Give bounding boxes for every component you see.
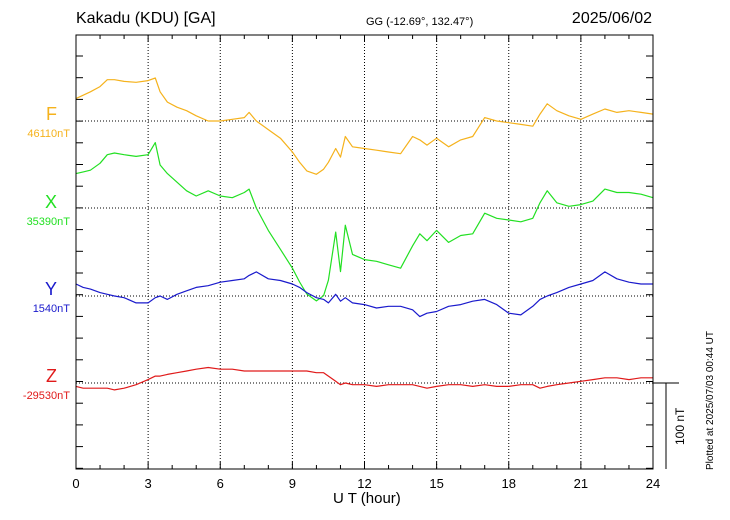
component-z-baseline: -29530nT bbox=[22, 390, 70, 402]
scale-bar bbox=[653, 382, 679, 469]
x-tick-label: 24 bbox=[646, 476, 660, 491]
component-y-letter: Y bbox=[44, 279, 57, 299]
tick-layer: 0 3 6 9 12 15 18 21 24 bbox=[72, 35, 660, 491]
x-tick-label: 6 bbox=[217, 476, 224, 491]
series-line-f bbox=[75, 77, 654, 175]
component-x-letter: X bbox=[44, 192, 57, 212]
series-line-z bbox=[75, 366, 653, 391]
station-coordinates: GG (-12.69°, 132.47°) bbox=[366, 16, 474, 28]
x-tick-label: 18 bbox=[502, 476, 516, 491]
x-tick-label: 21 bbox=[574, 476, 588, 491]
series-layer bbox=[75, 77, 654, 391]
component-x-baseline: 35390nT bbox=[26, 216, 70, 228]
component-y-baseline: 1540nT bbox=[32, 303, 70, 315]
x-tick-label: 0 bbox=[72, 476, 79, 491]
x-tick-label: 15 bbox=[429, 476, 443, 491]
component-z-letter: Z bbox=[46, 366, 57, 386]
series-line-x bbox=[75, 142, 654, 302]
x-tick-label: 3 bbox=[145, 476, 152, 491]
grid-layer bbox=[76, 35, 653, 469]
component-f-letter: F bbox=[46, 104, 57, 124]
series-line-y bbox=[75, 271, 653, 318]
x-tick-label: 12 bbox=[357, 476, 371, 491]
x-tick-label: 9 bbox=[289, 476, 296, 491]
scale-bar-label: 100 nT bbox=[673, 407, 687, 445]
component-f-baseline: 46110nT bbox=[27, 128, 70, 140]
plotted-timestamp: Plotted at 2025/07/03 00:44 UT bbox=[705, 331, 716, 470]
x-axis-label: U T (hour) bbox=[333, 490, 401, 507]
station-title: Kakadu (KDU) [GA] bbox=[76, 10, 216, 27]
observation-date: 2025/06/02 bbox=[571, 10, 652, 27]
